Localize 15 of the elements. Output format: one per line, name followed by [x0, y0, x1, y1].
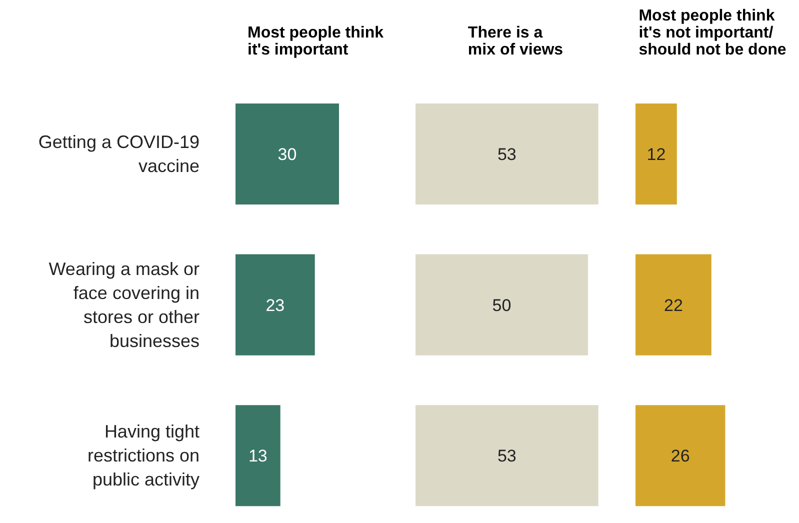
y-tick-label: Wearing a mask or face covering in stores or other businesses: [48, 258, 200, 351]
data-label: 50: [492, 296, 512, 315]
data-label: 22: [664, 296, 683, 315]
chart-title: There is a mix of views: [468, 24, 564, 58]
data-label: 53: [497, 144, 516, 164]
chart-title: Most people think it's not important/ should not be done: [638, 8, 786, 58]
data-label: 30: [278, 144, 297, 164]
y-tick-label: Having tight restrictions on public activity: [87, 422, 200, 490]
data-label: 12: [646, 144, 666, 164]
data-label: 26: [670, 446, 690, 466]
chart-title: Most people think it's important: [248, 24, 384, 58]
y-tick-label: Getting a COVID-19 vaccine: [38, 132, 200, 176]
data-label: 53: [497, 446, 516, 466]
data-label: 13: [248, 446, 268, 466]
data-label: 23: [266, 296, 285, 315]
